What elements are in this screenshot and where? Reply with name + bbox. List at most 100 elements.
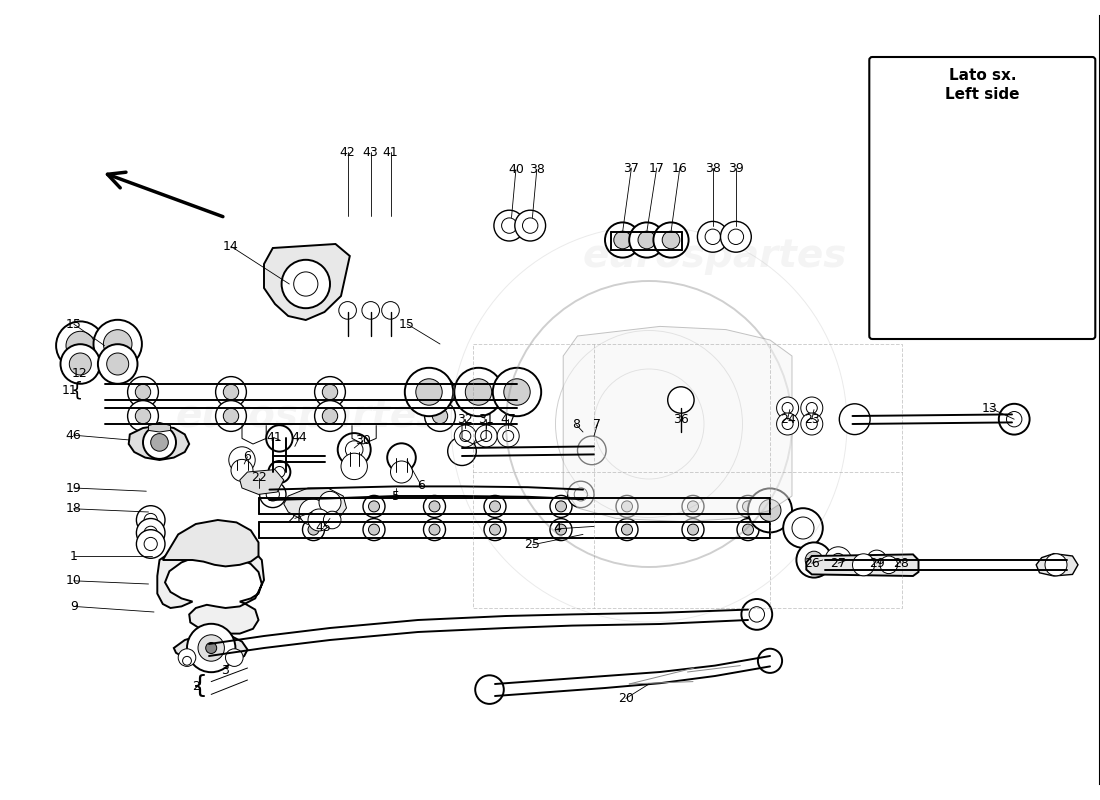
Circle shape	[556, 501, 566, 512]
Circle shape	[229, 446, 255, 473]
Circle shape	[216, 401, 246, 431]
Circle shape	[308, 501, 319, 512]
Circle shape	[135, 408, 151, 424]
Circle shape	[475, 425, 497, 447]
Text: 24: 24	[780, 413, 795, 426]
Circle shape	[748, 488, 792, 533]
Circle shape	[323, 511, 341, 529]
Text: 34: 34	[949, 152, 965, 165]
Text: 15: 15	[399, 318, 415, 330]
Text: 13: 13	[982, 402, 998, 414]
Circle shape	[390, 461, 412, 483]
Text: 16: 16	[672, 162, 688, 174]
Circle shape	[783, 508, 823, 548]
Text: 35: 35	[971, 152, 987, 165]
Circle shape	[56, 322, 104, 370]
Circle shape	[382, 302, 399, 319]
Circle shape	[260, 481, 286, 507]
Circle shape	[136, 506, 165, 534]
Circle shape	[448, 437, 476, 466]
Circle shape	[682, 518, 704, 541]
Text: 12: 12	[72, 367, 87, 380]
Text: 43: 43	[363, 146, 378, 158]
Polygon shape	[174, 634, 248, 666]
Circle shape	[368, 524, 379, 535]
Circle shape	[759, 499, 781, 522]
Circle shape	[688, 524, 698, 535]
Circle shape	[454, 368, 503, 416]
Polygon shape	[284, 488, 346, 523]
Circle shape	[268, 461, 290, 483]
Circle shape	[302, 495, 324, 518]
Text: 32: 32	[458, 413, 473, 426]
Circle shape	[556, 524, 566, 535]
Circle shape	[231, 459, 253, 482]
Circle shape	[187, 624, 235, 672]
Circle shape	[363, 495, 385, 518]
Circle shape	[825, 547, 851, 573]
Circle shape	[308, 509, 330, 531]
Circle shape	[605, 222, 640, 258]
Circle shape	[454, 425, 476, 447]
Circle shape	[362, 302, 380, 319]
Circle shape	[315, 377, 345, 407]
Circle shape	[742, 524, 754, 535]
Text: eurospartes: eurospartes	[583, 237, 847, 275]
Circle shape	[777, 413, 799, 435]
Text: 7: 7	[593, 418, 602, 431]
Text: 39: 39	[728, 162, 744, 174]
Circle shape	[688, 501, 698, 512]
FancyBboxPatch shape	[869, 57, 1096, 339]
Circle shape	[299, 499, 326, 525]
Circle shape	[697, 222, 728, 252]
Text: 40: 40	[508, 163, 524, 176]
Circle shape	[425, 377, 455, 407]
Circle shape	[226, 649, 243, 666]
Circle shape	[136, 530, 165, 558]
Text: Left side: Left side	[945, 87, 1020, 102]
Text: 17: 17	[649, 162, 664, 174]
Circle shape	[429, 524, 440, 535]
Text: 4: 4	[553, 522, 562, 535]
Circle shape	[339, 302, 356, 319]
Polygon shape	[240, 470, 284, 494]
Text: 41: 41	[383, 146, 398, 158]
Circle shape	[490, 524, 500, 535]
Circle shape	[465, 379, 492, 405]
Circle shape	[424, 495, 446, 518]
Text: 2: 2	[191, 680, 200, 693]
Circle shape	[777, 397, 799, 419]
Text: 8: 8	[572, 418, 581, 431]
Circle shape	[614, 231, 631, 249]
Circle shape	[425, 401, 455, 431]
Circle shape	[497, 425, 519, 447]
Text: 46: 46	[66, 429, 81, 442]
Polygon shape	[806, 554, 918, 576]
Text: 38: 38	[705, 162, 720, 174]
Circle shape	[216, 377, 246, 407]
Circle shape	[515, 210, 546, 241]
Circle shape	[742, 501, 754, 512]
Text: 36: 36	[673, 413, 689, 426]
Circle shape	[322, 408, 338, 424]
Circle shape	[662, 231, 680, 249]
Circle shape	[504, 379, 530, 405]
Circle shape	[999, 221, 1021, 243]
Text: 31: 31	[478, 413, 494, 426]
Circle shape	[135, 384, 151, 400]
Circle shape	[484, 518, 506, 541]
Text: 34: 34	[949, 244, 965, 257]
Circle shape	[616, 518, 638, 541]
Text: 42: 42	[340, 146, 355, 158]
Text: 5: 5	[392, 490, 400, 503]
Bar	[984, 206, 1034, 230]
Text: 14: 14	[223, 240, 239, 253]
Circle shape	[494, 210, 525, 241]
Circle shape	[319, 491, 341, 514]
Circle shape	[621, 524, 632, 535]
Text: {: {	[192, 674, 208, 698]
Text: 9: 9	[69, 600, 78, 613]
Circle shape	[796, 542, 832, 578]
Circle shape	[550, 495, 572, 518]
Circle shape	[424, 518, 446, 541]
